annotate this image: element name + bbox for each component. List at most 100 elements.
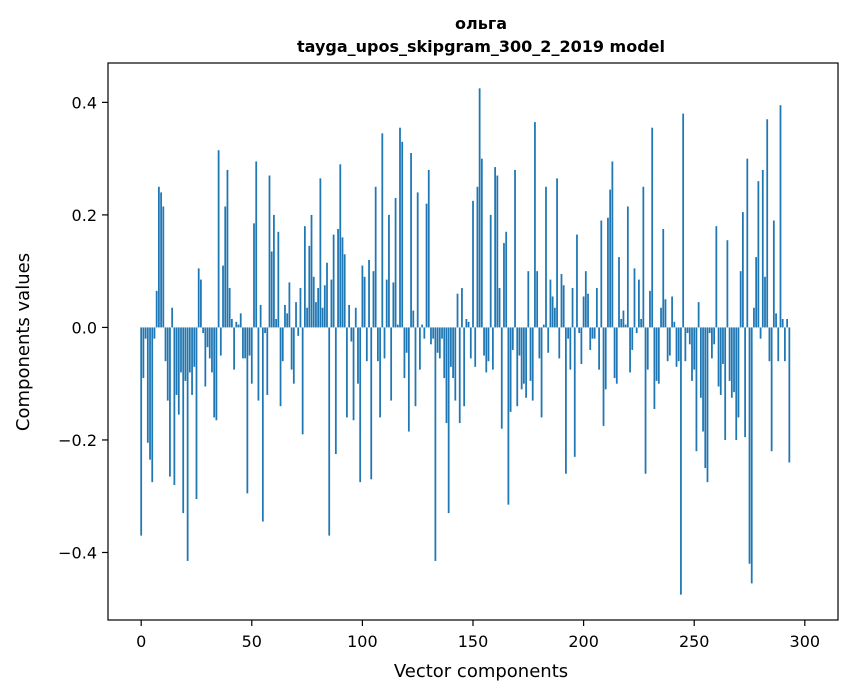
bars-group: [140, 88, 791, 595]
bar: [463, 327, 466, 407]
bar: [534, 122, 536, 328]
bar: [620, 318, 623, 328]
bar: [301, 327, 304, 435]
bar: [270, 251, 273, 328]
bar: [786, 318, 789, 328]
bar: [390, 327, 393, 401]
bar: [425, 203, 428, 328]
bar: [403, 327, 406, 379]
bar: [171, 307, 174, 328]
bar: [219, 327, 222, 356]
bar: [706, 327, 709, 483]
bar: [651, 127, 654, 328]
bar: [613, 327, 616, 379]
bar: [684, 327, 687, 362]
bar: [164, 327, 167, 362]
bar: [715, 226, 718, 328]
bar: [713, 327, 716, 345]
bar: [655, 327, 658, 381]
y-axis-ticks: −0.4 −0.2 0.0 0.2 0.4: [58, 93, 108, 562]
x-tick-label: 0: [136, 632, 146, 651]
bar: [498, 288, 501, 328]
bar: [237, 324, 240, 328]
bar: [719, 327, 722, 395]
bar: [472, 200, 474, 328]
bar: [385, 279, 388, 328]
bar: [680, 327, 682, 595]
bar: [547, 327, 550, 353]
bar: [235, 321, 238, 328]
bar: [226, 169, 229, 328]
bar: [538, 327, 541, 359]
bar: [253, 223, 255, 328]
bar: [465, 318, 468, 328]
bar: [381, 133, 384, 328]
bar: [737, 327, 740, 418]
bar: [525, 327, 527, 398]
bar: [454, 327, 457, 401]
bar: [469, 327, 472, 359]
bar: [297, 327, 300, 336]
bar: [560, 273, 563, 328]
bar: [447, 327, 450, 514]
bar: [308, 245, 311, 328]
bar: [368, 259, 370, 328]
bar: [629, 327, 631, 373]
y-tick-label: −0.2: [58, 431, 97, 450]
bar: [677, 327, 680, 362]
bar: [553, 307, 556, 328]
x-tick-label: 300: [790, 632, 821, 651]
x-tick-label: 150: [458, 632, 489, 651]
bar: [556, 178, 558, 328]
bar: [259, 304, 262, 328]
bar: [346, 327, 348, 418]
bar: [733, 327, 735, 393]
bar: [180, 327, 182, 373]
bar: [193, 327, 196, 367]
bar: [410, 153, 412, 328]
bar: [602, 327, 605, 426]
bar: [531, 327, 534, 401]
bar: [691, 327, 693, 381]
bar: [405, 327, 408, 353]
bar: [522, 327, 525, 384]
bar: [624, 324, 627, 328]
bar: [328, 327, 331, 536]
bar: [527, 271, 530, 328]
bar: [748, 327, 751, 564]
bar: [675, 327, 678, 367]
bar: [704, 327, 707, 469]
bar: [686, 327, 689, 334]
bar: [250, 327, 253, 384]
bar: [257, 327, 260, 401]
bar: [657, 327, 660, 384]
bar: [514, 169, 516, 328]
bar: [653, 327, 656, 410]
bar: [573, 327, 576, 457]
bar: [545, 186, 547, 328]
bar: [536, 271, 539, 328]
bar: [392, 282, 395, 328]
bar: [708, 327, 711, 334]
bar: [664, 299, 667, 328]
bar: [370, 327, 373, 480]
bar: [631, 327, 634, 350]
bar: [188, 327, 191, 373]
bar: [682, 113, 685, 328]
bar: [160, 192, 162, 328]
bar: [638, 279, 640, 328]
bar: [741, 212, 744, 328]
chart-title: ольга: [455, 14, 507, 33]
bar: [633, 268, 636, 328]
bar: [312, 276, 315, 328]
bar: [394, 198, 397, 328]
bar: [578, 327, 581, 334]
bar: [414, 327, 417, 407]
bar: [598, 327, 600, 370]
bar: [609, 189, 612, 328]
bar: [363, 276, 366, 328]
bar: [622, 310, 625, 328]
bar: [576, 234, 578, 328]
bar: [337, 228, 339, 328]
bar: [505, 231, 508, 328]
